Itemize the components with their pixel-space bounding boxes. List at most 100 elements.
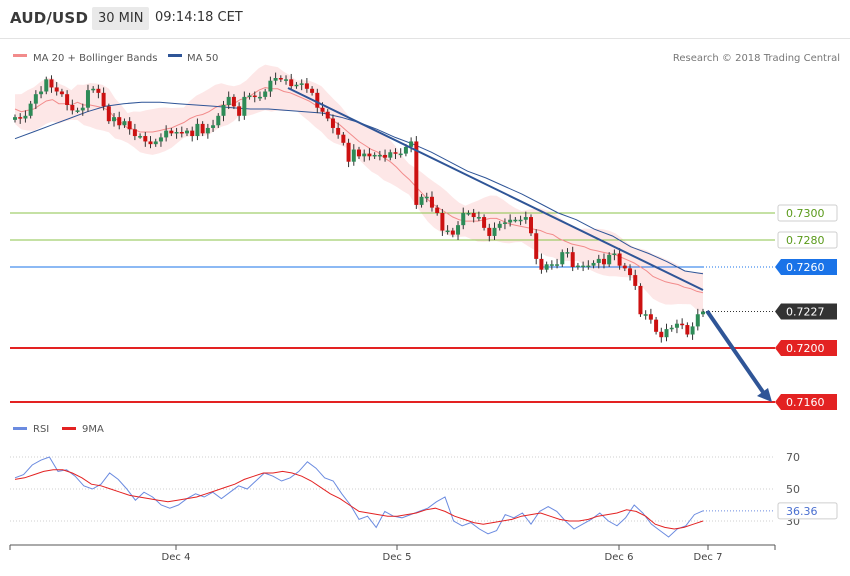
candle-up (695, 314, 700, 327)
candle-up (284, 79, 289, 81)
price-label-0.7280: 0.7280 (777, 231, 838, 249)
price-label-0.7300: 0.7300 (777, 204, 838, 222)
candle-up (560, 252, 565, 265)
candle-up (75, 110, 80, 112)
candle-up (372, 154, 377, 157)
candle-down (117, 117, 122, 126)
candle-up (513, 219, 518, 222)
candle-up (549, 264, 554, 266)
rsi-value-box (777, 502, 838, 520)
candle-up (91, 88, 96, 91)
candle-up (185, 130, 189, 134)
candle-down (190, 130, 195, 137)
candle-up (294, 84, 299, 87)
candle-down (529, 217, 533, 234)
candle-down (638, 285, 643, 315)
candle-up (242, 96, 247, 116)
candle-down (127, 121, 132, 130)
candle-up (216, 115, 221, 126)
candle-down (414, 141, 419, 205)
candle-up (596, 258, 601, 263)
candle-down (570, 252, 575, 267)
candle-up (456, 225, 461, 235)
candle-up (362, 153, 367, 157)
candle-down (169, 130, 174, 134)
x-tick-label: Dec 6 (605, 552, 634, 563)
rsi-tick-70: 70 (786, 451, 800, 464)
candle-down (278, 78, 283, 80)
candle-down (18, 117, 23, 119)
rsi-legend-swatch (13, 427, 27, 430)
ma20-legend-label: MA 20 + Bollinger Bands (33, 53, 157, 64)
candle-up (581, 265, 586, 268)
price-tag-bg (775, 340, 837, 356)
price-tag-bg (775, 303, 837, 320)
candle-up (690, 326, 695, 335)
rsi-legend-label: RSI (33, 424, 49, 435)
candle-down (96, 88, 101, 93)
price-label-text: 0.7227 (786, 306, 825, 319)
price-tag-bg (775, 394, 837, 410)
candle-down (393, 152, 398, 154)
candle-down (654, 319, 659, 332)
candle-up (174, 132, 179, 134)
candle-up (523, 217, 528, 220)
candle-up (575, 265, 580, 268)
candle-down (132, 129, 137, 137)
timestamp: 09:14:18 CET (155, 10, 243, 25)
candle-down (367, 153, 372, 157)
candle-down (252, 95, 257, 98)
candle-up (268, 80, 273, 92)
candle-down (143, 136, 148, 142)
candle-up (461, 213, 466, 226)
candle-up (39, 91, 44, 95)
timeframe-badge[interactable]: 30 MIN (92, 7, 150, 30)
rsi-tick-50: 50 (786, 483, 800, 496)
candle-down (237, 106, 242, 116)
candle-up (85, 90, 90, 108)
candle-up (612, 253, 617, 255)
candle-up (701, 311, 705, 315)
candle-up (466, 213, 471, 215)
candle-up (263, 91, 268, 97)
rsi-ma-legend-swatch (62, 427, 76, 430)
candle-down (330, 118, 335, 128)
ma20-legend-swatch (13, 54, 27, 57)
candle-up (502, 222, 507, 224)
candle-down (680, 323, 685, 326)
candle-down (435, 207, 440, 213)
candle-up (674, 323, 679, 328)
price-label-text: 0.7280 (786, 234, 825, 247)
price-label-0.7200: 0.7200 (775, 340, 837, 356)
chart-header: AUD/USD 30 MIN 09:14:18 CET (0, 0, 850, 39)
ma50-legend-label: MA 50 (187, 53, 218, 64)
candle-down (59, 91, 64, 95)
candle-down (685, 325, 690, 335)
candle-up (518, 219, 523, 222)
candle-down (101, 92, 106, 107)
candle-up (23, 115, 28, 119)
rsi-ma-line (14, 469, 704, 530)
candle-up (299, 83, 304, 85)
candle-up (409, 141, 414, 147)
price-label-text: 0.7260 (786, 261, 825, 274)
candle-up (226, 96, 231, 105)
candle-up (351, 149, 356, 162)
candle-up (591, 262, 596, 266)
bollinger-band (15, 64, 703, 314)
candle-up (122, 121, 127, 126)
candle-up (669, 327, 674, 330)
candle-up (492, 227, 497, 236)
rsi-legend: RSI 9MA (13, 424, 104, 435)
candle-down (628, 268, 633, 276)
rsi-value-text: 36.36 (786, 505, 818, 518)
x-tick-label: Dec 5 (383, 552, 412, 563)
candle-up (388, 152, 393, 158)
candle-down (70, 105, 75, 111)
candle-up (273, 78, 278, 81)
candle-up (398, 153, 403, 156)
candle-down (648, 314, 653, 320)
candle-up (476, 217, 481, 219)
candle-down (482, 217, 487, 228)
rsi-ma-legend-label: 9MA (82, 424, 104, 435)
